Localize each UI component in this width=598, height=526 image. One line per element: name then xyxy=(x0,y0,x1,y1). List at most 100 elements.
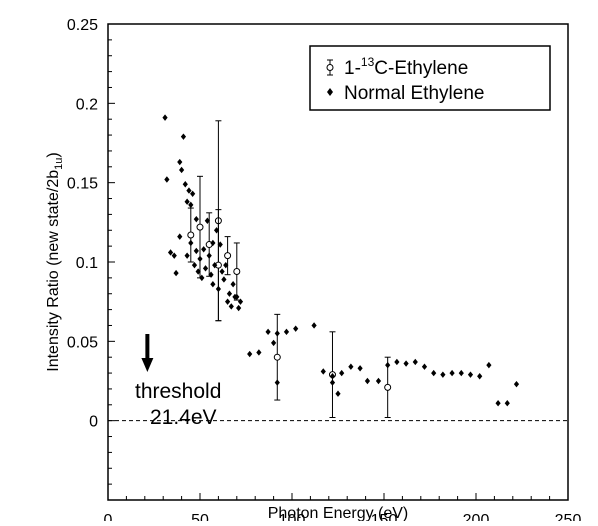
normal-ethylene-point xyxy=(237,298,244,305)
y-axis-label-subscript: 1u xyxy=(53,158,65,170)
c13-ethylene-point xyxy=(233,242,241,301)
normal-ethylene-point xyxy=(236,304,242,312)
normal-ethylene-point xyxy=(201,246,207,253)
normal-ethylene-point xyxy=(385,361,391,369)
threshold-label: threshold xyxy=(135,380,221,403)
normal-ethylene-point xyxy=(234,293,240,301)
normal-ethylene-point xyxy=(210,239,216,247)
normal-ethylene-point xyxy=(329,373,336,380)
x-tick-label: 50 xyxy=(191,512,209,521)
normal-ethylene-point xyxy=(335,390,341,397)
normal-ethylene-point xyxy=(274,330,280,337)
legend-iso-prefix: 1- xyxy=(344,58,361,79)
legend-iso-suffix: C-Ethylene xyxy=(374,58,468,79)
normal-ethylene-point xyxy=(212,261,218,269)
normal-ethylene-point xyxy=(206,252,212,259)
normal-ethylene-point xyxy=(271,339,277,347)
normal-ethylene-point xyxy=(504,400,510,407)
normal-ethylene-point xyxy=(177,158,183,166)
normal-ethylene-point xyxy=(167,249,174,256)
threshold-arrow-icon xyxy=(141,334,154,372)
normal-ethylene-point xyxy=(208,271,214,278)
normal-ethylene-point xyxy=(265,328,271,336)
normal-ethylene-point xyxy=(210,281,216,288)
normal-ethylene-point xyxy=(186,187,192,194)
legend-label-normal-ethylene: Normal Ethylene xyxy=(344,83,484,104)
normal-ethylene-point xyxy=(193,215,199,223)
normal-ethylene-point xyxy=(179,166,185,174)
normal-ethylene-point xyxy=(191,261,198,269)
x-tick-label: 250 xyxy=(555,512,582,521)
normal-ethylene-point xyxy=(184,252,190,259)
normal-ethylene-point xyxy=(431,369,437,377)
normal-ethylene-point xyxy=(394,358,400,366)
x-tick-label: 200 xyxy=(463,512,490,521)
normal-ethylene-point xyxy=(173,269,179,277)
normal-ethylene-point xyxy=(223,261,229,269)
normal-ethylene-point xyxy=(228,303,234,310)
normal-ethylene-point xyxy=(177,233,183,240)
normal-ethylene-point xyxy=(171,252,177,259)
normal-ethylene-point xyxy=(348,363,354,370)
normal-ethylene-point xyxy=(329,379,336,386)
normal-ethylene-point xyxy=(486,361,492,369)
legend-label-13c-ethylene: 1-13C-Ethylene xyxy=(344,55,468,79)
normal-ethylene-point xyxy=(190,190,196,197)
normal-ethylene-point xyxy=(188,201,194,209)
normal-ethylene-point xyxy=(193,247,199,255)
normal-ethylene-point xyxy=(225,298,231,305)
normal-ethylene-point xyxy=(274,379,280,386)
normal-ethylene-point xyxy=(215,285,221,293)
normal-ethylene-point xyxy=(182,181,188,188)
y-tick-label: 0.1 xyxy=(76,255,98,272)
y-axis-label-tail: ) xyxy=(45,152,62,157)
y-tick-label: 0.05 xyxy=(67,334,98,351)
normal-ethylene-point xyxy=(375,377,382,385)
series-normal-ethylene xyxy=(162,114,520,407)
c13-ethylene-point xyxy=(224,236,232,276)
normal-ethylene-point xyxy=(412,358,418,366)
c13-ethylene-point xyxy=(273,313,281,401)
threshold-energy-label: 21.4eV xyxy=(150,406,217,429)
normal-ethylene-point xyxy=(467,371,474,378)
normal-ethylene-point xyxy=(320,368,326,375)
normal-ethylene-point xyxy=(293,325,299,332)
legend-iso-superscript: 13 xyxy=(361,55,375,69)
normal-ethylene-point xyxy=(164,176,170,183)
normal-ethylene-point xyxy=(477,373,483,380)
normal-ethylene-point xyxy=(202,265,209,272)
normal-ethylene-point xyxy=(217,241,223,248)
normal-ethylene-point xyxy=(339,369,345,377)
normal-ethylene-point xyxy=(440,371,446,378)
normal-ethylene-point xyxy=(162,114,168,121)
normal-ethylene-point xyxy=(357,365,363,372)
legend-diamond-icon xyxy=(327,88,333,96)
normal-ethylene-point xyxy=(283,328,290,336)
y-tick-label: 0.15 xyxy=(67,176,98,193)
normal-ethylene-point xyxy=(256,349,262,356)
normal-ethylene-point xyxy=(197,255,203,263)
y-axis-label: Intensity Ratio (new state/2b1u) xyxy=(45,152,65,371)
c13-ethylene-point xyxy=(187,207,195,263)
x-axis-label: Photon Energy (eV) xyxy=(268,505,409,521)
legend-errorbar-icon xyxy=(326,59,334,76)
normal-ethylene-point xyxy=(180,133,187,140)
x-tick-label: 0 xyxy=(104,512,113,521)
series-13c-ethylene xyxy=(187,120,392,418)
normal-ethylene-point xyxy=(421,363,428,370)
normal-ethylene-point xyxy=(204,217,210,224)
normal-ethylene-point xyxy=(230,281,236,288)
normal-ethylene-point xyxy=(199,274,205,282)
normal-ethylene-point xyxy=(184,198,190,205)
y-axis-label-main: Intensity Ratio (new state/2b xyxy=(45,170,62,372)
normal-ethylene-point xyxy=(213,227,220,234)
normal-ethylene-point xyxy=(226,290,233,297)
normal-ethylene-point xyxy=(364,377,371,385)
y-tick-label: 0.25 xyxy=(67,17,98,34)
legend-box xyxy=(309,45,551,111)
normal-ethylene-point xyxy=(311,322,317,329)
y-axis-ticks: 0 0.05 0.1 0.15 0.2 0.25 xyxy=(67,17,115,485)
normal-ethylene-point xyxy=(247,350,253,358)
normal-ethylene-point xyxy=(495,400,501,407)
